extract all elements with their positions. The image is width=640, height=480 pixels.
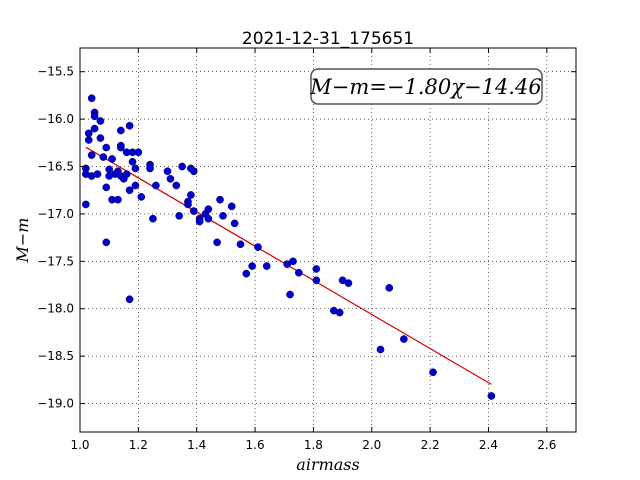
data-point bbox=[294, 268, 303, 277]
data-point bbox=[99, 153, 108, 161]
data-point bbox=[286, 290, 294, 299]
data-point bbox=[102, 238, 111, 247]
data-point bbox=[116, 126, 125, 135]
data-point bbox=[248, 262, 256, 270]
x-tick-label: 2.2 bbox=[421, 438, 440, 452]
data-point bbox=[96, 117, 105, 125]
data-point bbox=[400, 335, 408, 343]
data-point bbox=[81, 200, 90, 209]
x-tick-label: 1.8 bbox=[304, 438, 323, 452]
chart-title: 2021-12-31_175651 bbox=[242, 29, 414, 49]
y-tick-label: −15.5 bbox=[37, 65, 74, 79]
x-tick-label: 1.4 bbox=[187, 438, 206, 452]
data-point bbox=[178, 162, 186, 171]
data-point bbox=[195, 217, 204, 226]
data-point bbox=[219, 211, 227, 220]
data-point bbox=[93, 170, 102, 178]
data-point bbox=[125, 186, 134, 195]
data-point bbox=[102, 183, 111, 192]
y-tick-label: −18.5 bbox=[37, 349, 74, 363]
x-tick-label: 2.0 bbox=[362, 438, 381, 452]
data-point bbox=[146, 164, 154, 173]
data-point bbox=[236, 240, 245, 249]
data-point bbox=[131, 164, 140, 173]
x-axis-label: airmass bbox=[296, 455, 359, 474]
annotation-frame bbox=[310, 68, 543, 105]
annotation-box: M−m=−1.80χ−14.46 bbox=[309, 68, 543, 105]
data-point bbox=[114, 195, 122, 204]
data-point bbox=[262, 262, 271, 270]
data-point bbox=[84, 129, 93, 138]
data-point bbox=[125, 121, 134, 130]
data-point bbox=[90, 112, 99, 121]
data-point bbox=[134, 148, 143, 157]
data-point bbox=[213, 238, 221, 247]
data-point bbox=[84, 136, 93, 144]
data-point bbox=[137, 193, 146, 201]
x-tick-label: 1.6 bbox=[246, 438, 265, 452]
data-point bbox=[87, 151, 96, 159]
x-tick-label: 1.2 bbox=[129, 438, 148, 452]
y-tick-label: −17.5 bbox=[37, 254, 74, 268]
y-tick-label: −16.5 bbox=[37, 160, 74, 174]
data-point bbox=[376, 345, 385, 354]
x-tick-label: 2.6 bbox=[537, 438, 556, 452]
x-tick-label: 2.4 bbox=[479, 438, 498, 452]
x-tick-label: 1.0 bbox=[70, 438, 89, 452]
data-point bbox=[87, 94, 96, 103]
data-point bbox=[105, 165, 114, 174]
y-tick-label: −17.0 bbox=[37, 207, 74, 221]
data-point bbox=[289, 257, 297, 266]
data-point bbox=[230, 219, 239, 228]
data-point bbox=[163, 167, 172, 176]
data-point bbox=[204, 214, 213, 223]
data-point bbox=[149, 214, 157, 223]
data-point bbox=[96, 134, 105, 142]
data-point bbox=[312, 265, 321, 273]
y-tick-label: −18.0 bbox=[37, 302, 74, 316]
data-point bbox=[204, 205, 213, 214]
data-point bbox=[254, 243, 262, 251]
y-tick-label: −16.0 bbox=[37, 112, 74, 126]
data-point bbox=[216, 195, 224, 204]
x-axis-ticks: 1.0 1.2 1.4 1.6 1.8 2.0 2.2 2.4 2.6 bbox=[70, 48, 556, 452]
data-points bbox=[81, 94, 496, 400]
data-point bbox=[166, 174, 175, 183]
data-point bbox=[172, 181, 181, 190]
data-point bbox=[242, 269, 251, 278]
fit-equation: M−m=−1.80χ−14.46 bbox=[309, 75, 541, 99]
data-point bbox=[131, 181, 140, 190]
data-point bbox=[90, 124, 99, 133]
data-point bbox=[184, 200, 192, 209]
data-point bbox=[116, 143, 125, 152]
data-point bbox=[152, 181, 160, 190]
data-point bbox=[189, 167, 198, 176]
data-point bbox=[189, 207, 198, 215]
data-point bbox=[344, 279, 353, 287]
y-tick-label: −19.0 bbox=[37, 397, 74, 411]
data-point bbox=[227, 202, 236, 211]
data-point bbox=[122, 170, 131, 178]
data-point bbox=[175, 211, 184, 220]
data-point bbox=[487, 392, 496, 400]
data-point bbox=[335, 308, 344, 317]
data-point bbox=[187, 191, 195, 199]
plot-frame bbox=[79, 47, 577, 433]
data-point bbox=[125, 295, 134, 304]
y-axis-ticks: −15.5 −16.0 −16.5 −17.0 −17.5 −18.0 −18.5 −19.0 bbox=[37, 65, 576, 411]
data-point bbox=[312, 276, 321, 285]
data-point bbox=[108, 155, 116, 163]
data-point bbox=[385, 284, 394, 292]
data-point bbox=[429, 368, 437, 377]
data-point bbox=[128, 157, 137, 166]
data-point bbox=[102, 143, 111, 152]
y-axis-label: M−m bbox=[13, 218, 32, 264]
